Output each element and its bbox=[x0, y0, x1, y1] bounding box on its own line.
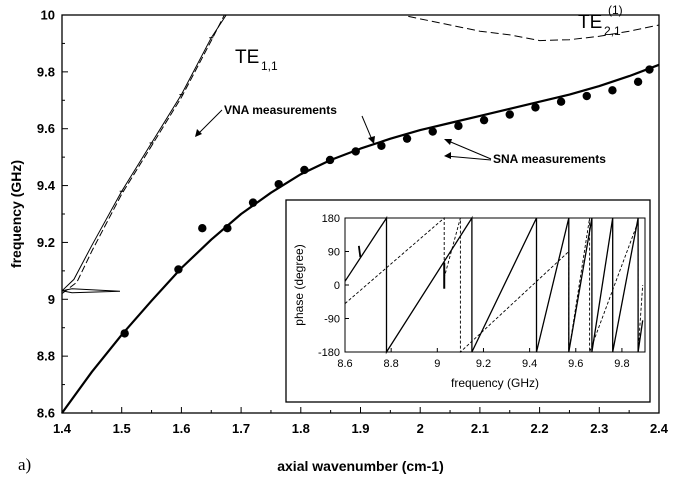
x-tick-label-5: 1.9 bbox=[351, 421, 369, 436]
sna-data-point bbox=[300, 165, 309, 175]
inset-plot: 8.6 8.8 9 9.2 9.4 9.6 9.8 180 90 0 -90 -180 frequenc… bbox=[285, 199, 651, 403]
sna-data-point bbox=[479, 115, 489, 125]
panel-label: a) bbox=[18, 455, 31, 474]
te11-dashed-curve bbox=[61, 14, 225, 294]
sna-data-point bbox=[608, 86, 617, 95]
inset-frame bbox=[285, 199, 651, 403]
y-tick-label-7: 10 bbox=[41, 8, 55, 23]
inset-y-axis-label: phase (degree) bbox=[292, 244, 306, 325]
sna-data-point bbox=[274, 179, 283, 189]
sna-data-point bbox=[428, 127, 437, 136]
inset-x-axis-label: frequency (GHz) bbox=[451, 376, 539, 390]
sna-annotation: SNA measurements bbox=[493, 152, 606, 166]
sna-data-point bbox=[582, 91, 591, 101]
y-tick-label-6: 9.8 bbox=[37, 64, 55, 79]
sna-data-point bbox=[505, 110, 514, 119]
inset-y-tick-label-3: -90 bbox=[324, 314, 340, 326]
vna-te11-solid-curve bbox=[61, 14, 227, 292]
x-tick-label-8: 2.2 bbox=[531, 421, 549, 436]
sna-data-point bbox=[120, 329, 129, 338]
sna-data-point bbox=[377, 141, 386, 150]
sna-data-point bbox=[325, 155, 335, 165]
sna-fit-curve bbox=[61, 63, 660, 414]
sna-data-point bbox=[531, 103, 540, 112]
sna-data-point bbox=[556, 97, 566, 106]
sna-arrow-head-1 bbox=[444, 139, 452, 145]
x-tick-label-2: 1.6 bbox=[172, 421, 190, 436]
inset-x-tick-label-3: 9.2 bbox=[476, 358, 491, 370]
sna-data-point bbox=[633, 77, 643, 87]
x-axis-label: axial wavenumber (cm-1) bbox=[277, 458, 444, 474]
inset-x-tick-label-6: 9.8 bbox=[614, 358, 629, 370]
te21-superscript: (1) bbox=[608, 3, 623, 17]
x-tick-label-4: 1.8 bbox=[292, 421, 310, 436]
x-tick-label-9: 2.3 bbox=[590, 421, 608, 436]
main-labels-group: axial wavenumber (cm-1) frequency (GHz) a)… bbox=[8, 3, 623, 474]
inset-x-tick-label-5: 9.6 bbox=[568, 358, 583, 370]
inset-x-tick-label-4: 9.4 bbox=[522, 358, 537, 370]
y-axis-label: frequency (GHz) bbox=[8, 160, 24, 268]
vna-arrow-head bbox=[195, 129, 202, 137]
inset-y-tick-label-4: -180 bbox=[318, 347, 340, 359]
y-tick-label-1: 8.8 bbox=[37, 349, 55, 364]
te11-subscript: 1,1 bbox=[261, 59, 278, 73]
sna-arrow-line-1 bbox=[445, 139, 492, 160]
y-tick-label-3: 9.2 bbox=[37, 235, 55, 250]
y-tick-label-5: 9.6 bbox=[37, 121, 55, 136]
te21-subscript: 2,1 bbox=[604, 24, 621, 38]
vna-annotation: VNA measurements bbox=[224, 103, 337, 117]
sna-data-point bbox=[645, 65, 654, 74]
vna-arrow-head-2 bbox=[368, 136, 375, 144]
x-tick-label-0: 1.4 bbox=[53, 421, 72, 436]
inset-y-tick-label-0: 180 bbox=[322, 213, 340, 225]
inset-x-tick-label-1: 8.8 bbox=[384, 358, 399, 370]
x-tick-label-3: 1.7 bbox=[232, 421, 250, 436]
sna-data-point bbox=[351, 147, 360, 156]
te21-label: TE bbox=[578, 12, 602, 33]
sna-data-point bbox=[174, 265, 183, 274]
te11-label: TE bbox=[235, 47, 259, 68]
sna-arrow-line-2 bbox=[445, 155, 492, 161]
sna-data-point bbox=[223, 224, 232, 233]
y-tick-label-4: 9.4 bbox=[37, 178, 56, 193]
sna-data-point bbox=[198, 224, 207, 233]
x-tick-label-7: 2.1 bbox=[471, 421, 489, 436]
te21-dashed-curve bbox=[408, 15, 660, 42]
sna-data-point bbox=[402, 134, 412, 143]
vna-resonance-spike bbox=[61, 288, 121, 294]
main-plot-area: 1.4 1.5 1.6 1.7 1.8 1.9 2 2.1 2.2 2.3 2.4 8.6 8.8 9 9.… bbox=[37, 8, 669, 437]
vna-arrow-line bbox=[195, 109, 223, 137]
main-series-group bbox=[61, 14, 660, 414]
inset-y-tick-label-2: 0 bbox=[334, 280, 340, 292]
inset-y-tick-label-1: 90 bbox=[328, 247, 340, 259]
y-tick-label-0: 8.6 bbox=[37, 406, 55, 421]
x-tick-label-1: 1.5 bbox=[113, 421, 131, 436]
inset-phase-glitch-1 bbox=[357, 245, 362, 258]
y-tick-label-2: 9 bbox=[48, 292, 55, 307]
sna-data-point bbox=[248, 198, 258, 207]
inset-x-tick-label-0: 8.6 bbox=[337, 358, 352, 370]
sna-arrow-head-2 bbox=[444, 152, 451, 159]
x-tick-label-6: 2 bbox=[417, 421, 424, 436]
inset-x-tick-label-2: 9 bbox=[434, 358, 440, 370]
sna-data-point bbox=[454, 121, 463, 131]
x-tick-label-10: 2.4 bbox=[650, 421, 669, 436]
